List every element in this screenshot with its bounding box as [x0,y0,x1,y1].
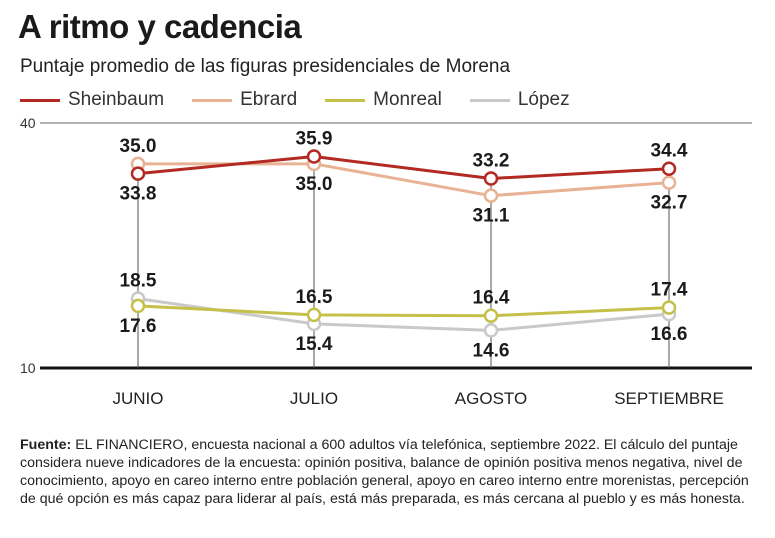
series-line-sheinbaum [137,154,670,181]
x-tick-label: SEPTIEMBRE [614,389,724,408]
data-label: 16.5 [296,287,333,308]
data-label: 31.1 [473,206,510,227]
legend-label: Ebrard [240,89,298,110]
source-text: EL FINANCIERO, encuesta nacional a 600 a… [20,437,749,507]
data-label: 17.4 [651,280,688,301]
data-label: 33.2 [473,151,510,172]
data-label: 34.4 [651,141,688,162]
data-point [130,166,146,181]
chart-subtitle: Puntaje promedio de las figuras presiden… [20,56,511,77]
y-tick-label: 10 [20,360,36,376]
data-label: 16.6 [651,324,688,345]
data-point [483,308,499,323]
data-point [483,171,499,186]
legend-label: López [517,89,570,110]
legend-label: Sheinbaum [68,89,165,110]
data-point [483,188,499,203]
x-tick-label: JUNIO [113,389,164,408]
data-point [130,298,146,314]
legend-swatch [325,98,366,102]
data-label: 15.4 [296,334,333,355]
legend-item-monreal: Monreal [325,89,442,111]
x-tick-label: AGOSTO [455,389,527,408]
x-tick-label: JULIO [290,389,338,408]
legend: Sheinbaum Ebrard Monreal López [20,88,598,112]
data-label: 35.9 [296,128,333,149]
legend-swatch [192,98,233,102]
line-chart: 40 10 JUNIO JULIO AGOSTO SEPTIEMBRE 33.8 35.9 33… [20,115,752,408]
source-note: Fuente: EL FINANCIERO, encuesta nacional… [20,436,765,508]
chart-title: A ritmo y cadencia [18,8,302,45]
data-label: 35.0 [120,136,157,157]
data-point [661,175,677,190]
legend-item-lopez: López [469,89,570,111]
source-label: Fuente: [20,437,72,453]
data-label: 17.6 [120,316,157,337]
data-point [661,300,677,315]
y-tick-label: 40 [20,115,36,131]
legend-item-sheinbaum: Sheinbaum [20,89,164,111]
data-label: 14.6 [473,340,510,361]
data-label: 32.7 [651,193,688,214]
data-label: 16.4 [473,288,510,309]
series-line-monreal [137,304,670,318]
legend-item-ebrard: Ebrard [192,89,297,111]
legend-label: Monreal [373,89,442,110]
data-point [306,307,322,323]
data-label: 35.0 [296,174,333,195]
data-point [483,323,499,338]
data-label: 33.8 [120,184,157,205]
legend-swatch [469,98,510,102]
data-label: 18.5 [120,271,157,292]
legend-swatch [20,98,60,102]
data-point [661,161,677,176]
data-point [306,149,322,164]
